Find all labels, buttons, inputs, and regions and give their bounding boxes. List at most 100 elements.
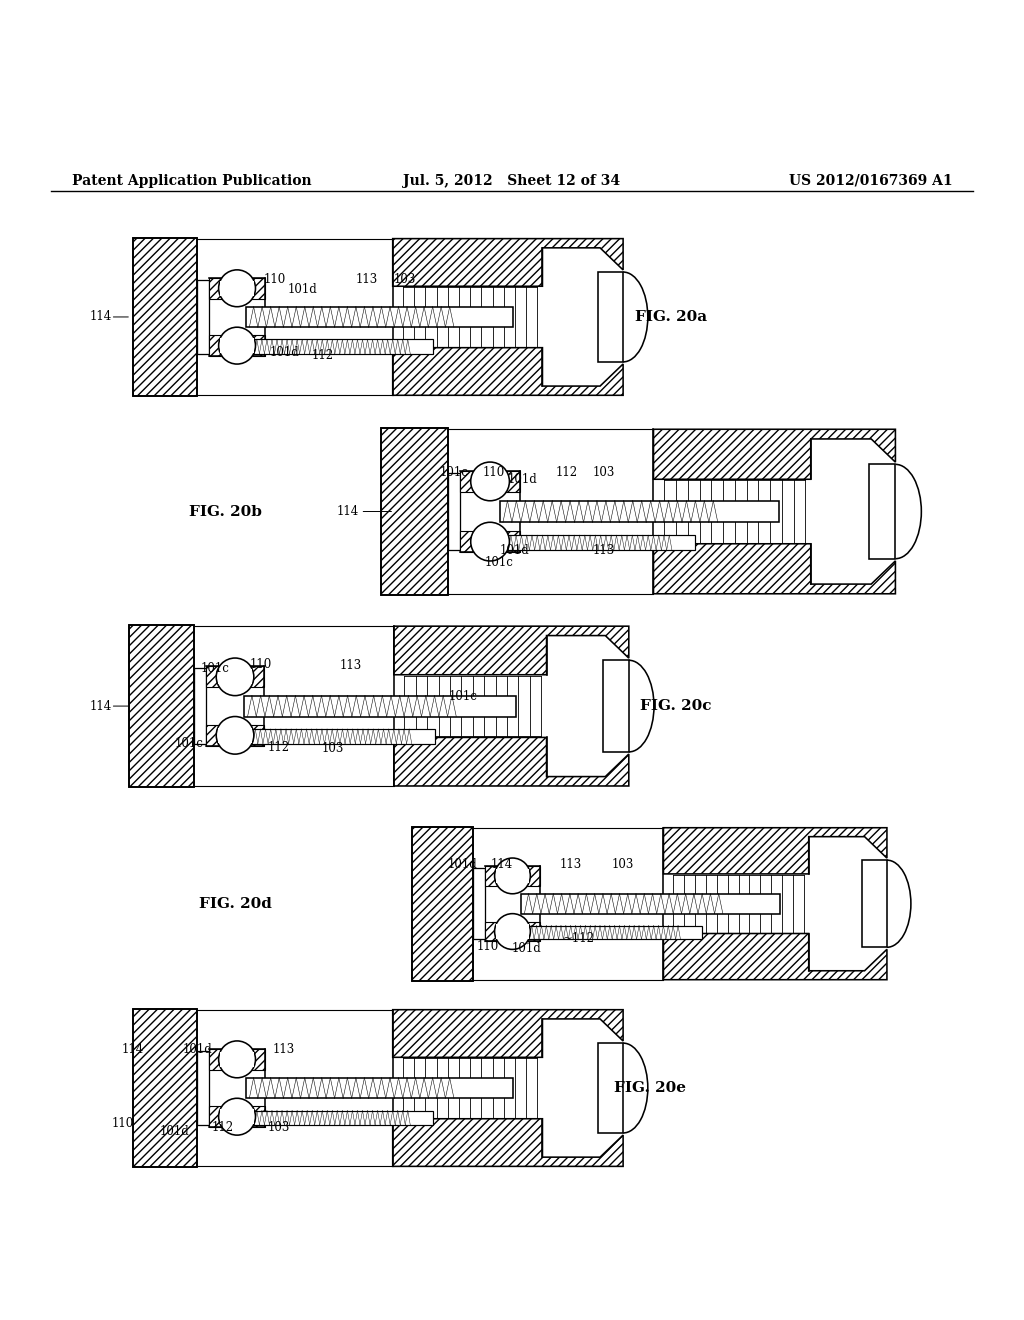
Text: 101d: 101d <box>447 858 478 871</box>
Bar <box>473 869 485 940</box>
Bar <box>412 826 473 981</box>
Polygon shape <box>653 544 895 594</box>
Polygon shape <box>133 238 197 396</box>
Bar <box>194 668 206 743</box>
Bar <box>598 1043 624 1133</box>
Text: 114: 114 <box>89 310 112 323</box>
Polygon shape <box>393 1010 623 1057</box>
Bar <box>197 280 209 354</box>
Text: 101d: 101d <box>511 942 542 956</box>
Circle shape <box>495 858 530 894</box>
Bar <box>247 1110 432 1125</box>
Polygon shape <box>497 869 528 883</box>
Bar <box>447 473 461 550</box>
Circle shape <box>219 269 256 306</box>
Polygon shape <box>206 667 264 688</box>
Polygon shape <box>220 1052 254 1067</box>
Circle shape <box>471 462 509 500</box>
Text: 101c: 101c <box>439 466 468 479</box>
Text: FIG. 20b: FIG. 20b <box>188 504 262 519</box>
Polygon shape <box>218 727 252 743</box>
Text: 101c: 101c <box>484 556 513 569</box>
Polygon shape <box>209 279 265 298</box>
Circle shape <box>495 913 530 949</box>
Text: 101d: 101d <box>159 1125 189 1138</box>
Text: 103: 103 <box>593 466 615 479</box>
Bar <box>500 500 779 523</box>
Bar <box>247 1078 513 1098</box>
Polygon shape <box>220 338 254 352</box>
Text: 112: 112 <box>311 350 334 363</box>
Bar <box>521 894 779 913</box>
Polygon shape <box>394 738 629 785</box>
Polygon shape <box>393 347 623 395</box>
Polygon shape <box>412 826 473 981</box>
Bar <box>245 696 516 717</box>
Text: FIG. 20d: FIG. 20d <box>199 896 272 911</box>
Text: 110: 110 <box>112 1117 134 1130</box>
Text: 103: 103 <box>267 1122 290 1134</box>
Polygon shape <box>664 933 887 979</box>
Polygon shape <box>653 429 895 479</box>
Text: Jul. 5, 2012   Sheet 12 of 34: Jul. 5, 2012 Sheet 12 of 34 <box>403 174 621 187</box>
Polygon shape <box>485 866 540 886</box>
Polygon shape <box>209 1106 265 1127</box>
Circle shape <box>219 1041 256 1078</box>
Circle shape <box>471 523 509 561</box>
Bar <box>245 729 434 743</box>
Text: 101d: 101d <box>499 544 529 557</box>
Text: FIG. 20a: FIG. 20a <box>635 310 707 323</box>
Polygon shape <box>218 669 252 684</box>
Text: 112: 112 <box>211 1122 233 1134</box>
Text: 113: 113 <box>593 544 615 557</box>
Text: 114: 114 <box>122 1043 144 1056</box>
Text: 103: 103 <box>611 858 634 871</box>
Text: 113: 113 <box>355 272 378 285</box>
Polygon shape <box>393 1119 623 1167</box>
Text: 103: 103 <box>322 742 344 755</box>
Polygon shape <box>209 335 265 356</box>
Text: ~112: ~112 <box>562 932 595 945</box>
Polygon shape <box>209 1049 265 1069</box>
Bar <box>133 1008 197 1167</box>
Polygon shape <box>497 924 528 939</box>
Text: Patent Application Publication: Patent Application Publication <box>72 174 311 187</box>
Bar <box>868 465 895 558</box>
Polygon shape <box>220 281 254 296</box>
Circle shape <box>219 1098 256 1135</box>
Text: 110: 110 <box>250 657 272 671</box>
Polygon shape <box>381 428 447 595</box>
Polygon shape <box>393 239 623 286</box>
Polygon shape <box>664 828 887 874</box>
Text: FIG. 20e: FIG. 20e <box>614 1081 686 1096</box>
Bar <box>247 306 513 327</box>
Text: FIG. 20c: FIG. 20c <box>640 700 712 713</box>
Polygon shape <box>133 1008 197 1167</box>
Polygon shape <box>461 531 519 552</box>
Text: US 2012/0167369 A1: US 2012/0167369 A1 <box>788 174 952 187</box>
Bar <box>598 272 624 362</box>
Text: 113: 113 <box>559 858 582 871</box>
Bar <box>129 626 194 787</box>
Text: 114: 114 <box>337 506 359 517</box>
Polygon shape <box>394 626 629 675</box>
Polygon shape <box>473 474 508 490</box>
Text: 101d: 101d <box>182 1043 213 1056</box>
Text: 110: 110 <box>476 940 499 953</box>
Text: 113: 113 <box>340 659 362 672</box>
Circle shape <box>216 659 254 696</box>
Text: 101d: 101d <box>287 282 317 296</box>
Text: 101c: 101c <box>175 738 204 751</box>
Circle shape <box>219 327 256 364</box>
Text: 101c: 101c <box>449 690 477 704</box>
Polygon shape <box>220 1109 254 1125</box>
Text: 101c: 101c <box>201 661 229 675</box>
Text: 110: 110 <box>482 466 505 479</box>
Bar <box>133 238 197 396</box>
Bar <box>247 339 432 354</box>
Text: 101d: 101d <box>507 474 538 486</box>
Bar <box>500 535 695 550</box>
Text: 112: 112 <box>555 466 578 479</box>
Bar <box>603 660 629 752</box>
Polygon shape <box>206 725 264 746</box>
